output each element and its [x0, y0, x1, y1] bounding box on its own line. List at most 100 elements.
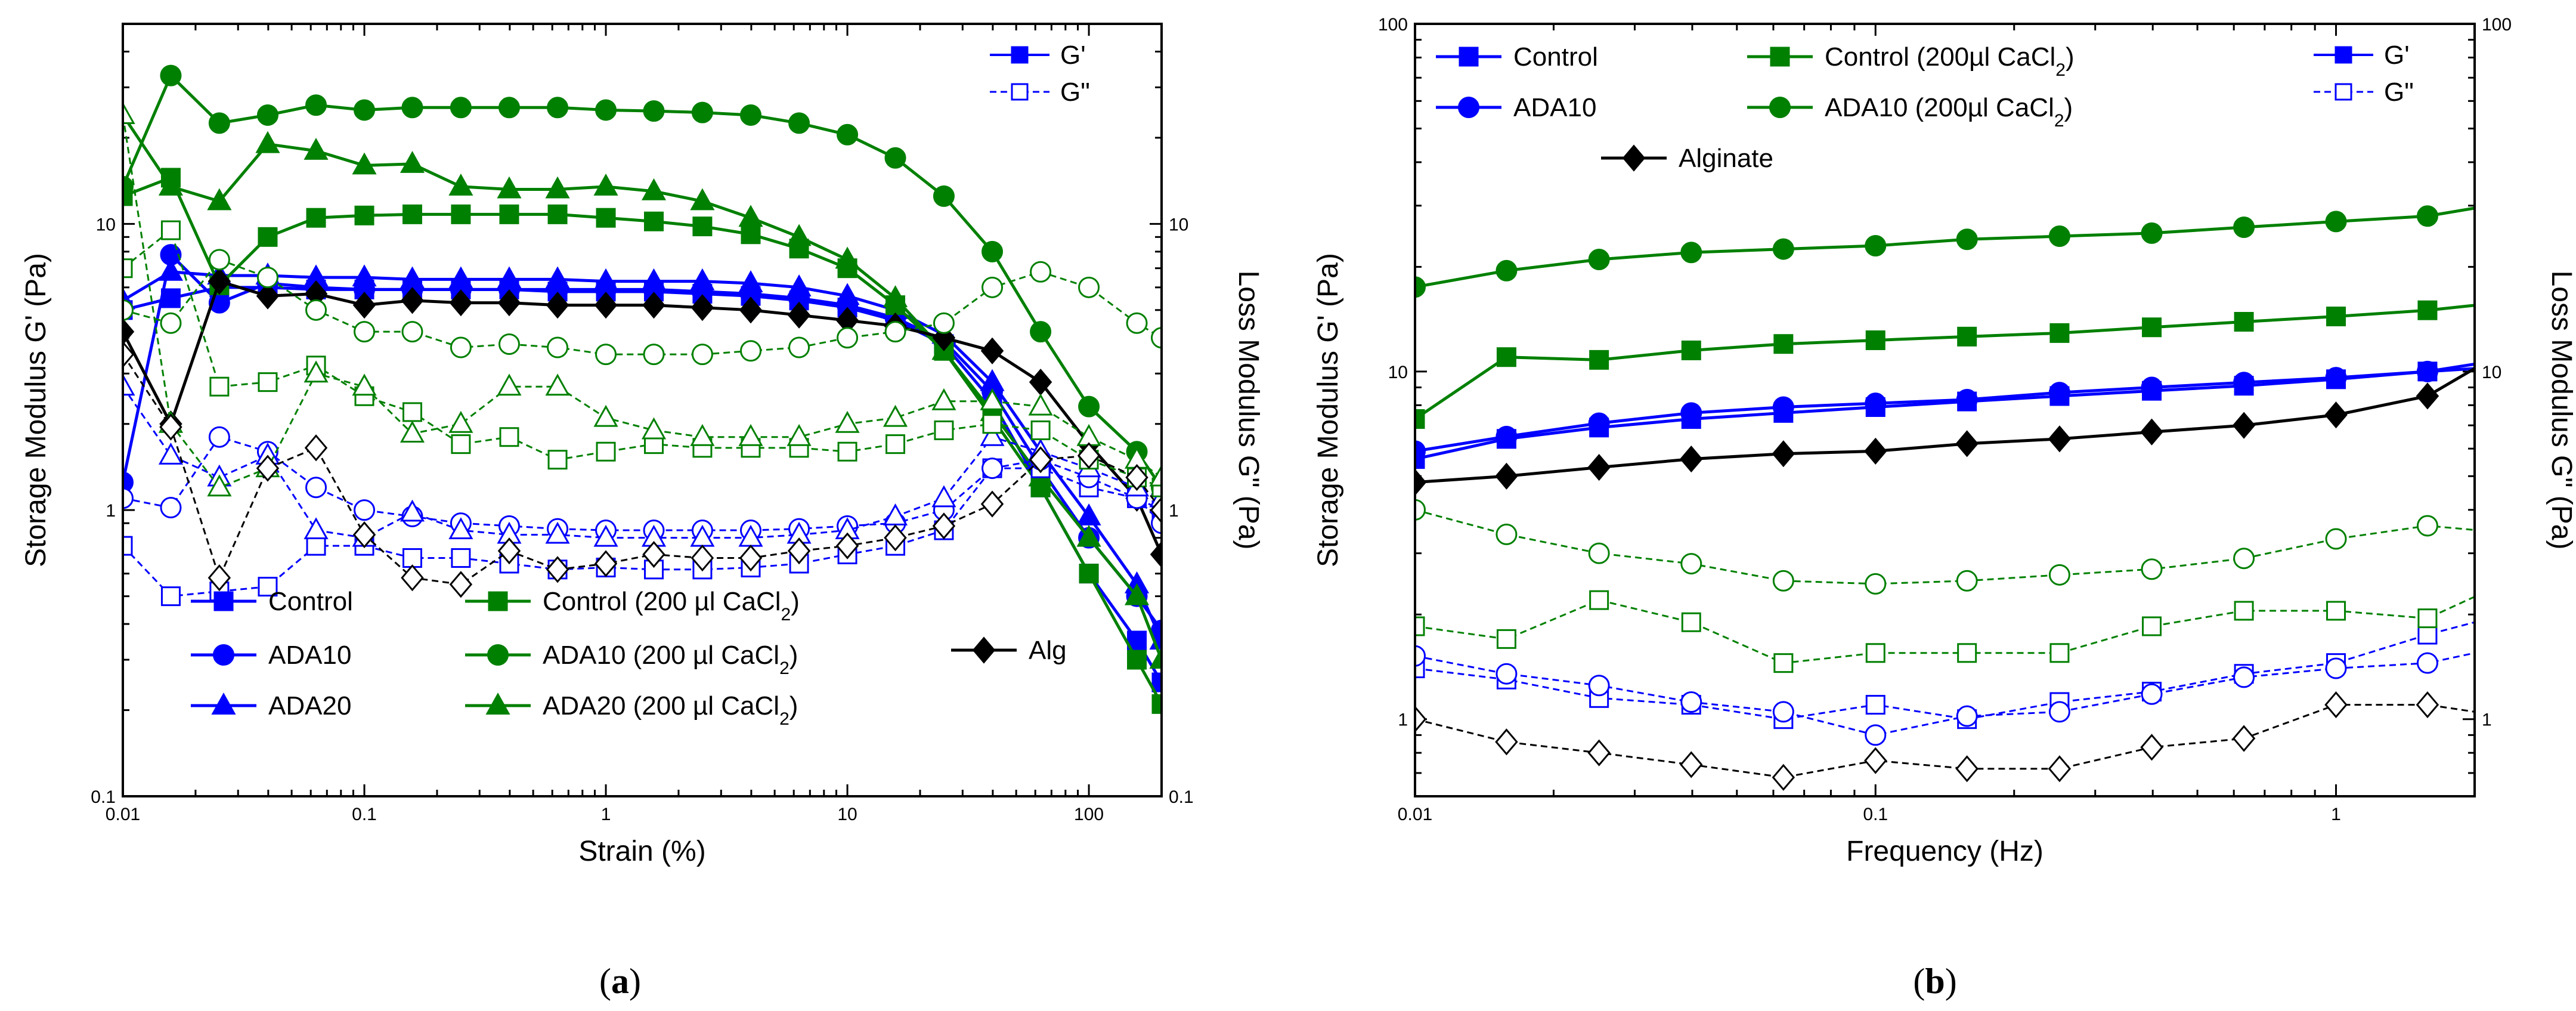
data-point-ada10-200-l-cacl-g	[691, 101, 713, 123]
data-point-control-200-l-cacl-g	[2234, 601, 2254, 621]
data-point-ada10-200-l-cacl-g	[2325, 528, 2347, 550]
plot-frame	[1414, 23, 2476, 797]
data-point-alg-g	[594, 550, 618, 577]
data-point-alginate-g	[1772, 763, 1795, 791]
data-point-alg-g	[787, 537, 811, 565]
data-point-alg-g	[546, 292, 569, 319]
data-point-alginate-g	[2140, 418, 2163, 446]
modulus-legend-solid-marker	[2334, 46, 2352, 64]
data-point-ada20-200-l-cacl-g	[593, 404, 618, 427]
x-tick-label: 0.1	[1863, 805, 1888, 824]
series-line-ada20-g	[123, 270, 1162, 641]
data-point-ada10-200-l-cacl-g	[982, 276, 1004, 298]
data-point-ada10-200-l-cacl-g	[123, 175, 134, 197]
data-point-alginate-g	[1587, 739, 1611, 766]
data-point-control-200-l-cacl-g	[2326, 307, 2346, 327]
legend-label: Control	[1513, 42, 1598, 72]
data-point-ada10-200-l-cacl-g	[1956, 570, 1978, 592]
data-point-ada10-200-l-cacl-g	[595, 99, 617, 121]
plot-frame	[122, 23, 1163, 797]
legend-item-ada20-200-l-cacl: ADA20 (200 µl CaCl2)	[465, 691, 798, 729]
series-line-ada10-200-l-cacl-g	[1415, 206, 2475, 289]
data-point-ada10-200-l-cacl-g	[2048, 564, 2070, 586]
data-point-ada20-200-l-cacl-g	[123, 102, 135, 124]
data-point-control-200-l-cacl-g	[499, 204, 519, 224]
data-point-alginate-g	[2416, 382, 2439, 410]
data-point-control-200-l-cacl-g	[2049, 323, 2070, 343]
series-line-control-g	[123, 467, 1162, 598]
data-point-alg-g	[352, 521, 376, 549]
data-point-ada10-200-l-cacl-g	[354, 99, 376, 121]
series-line-ada10-g	[123, 435, 1162, 531]
data-point-ada20-g	[448, 266, 473, 289]
legend-item-control-200-l-cacl: Control (200 µl CaCl2)	[465, 587, 800, 624]
data-point-ada10-200-l-cacl-g	[256, 104, 278, 126]
data-point-ada10-200-l-cacl-g	[837, 123, 859, 146]
data-point-control-200-l-cacl-g	[1589, 350, 1609, 370]
data-point-alg-g	[449, 289, 473, 317]
data-point-control-200-l-cacl-g	[2049, 643, 2070, 663]
data-point-ada20-200-l-cacl-g	[1124, 583, 1150, 605]
data-point-ada20-g	[593, 524, 618, 547]
data-point-ada20-g	[1149, 627, 1162, 650]
data-point-control-200-l-cacl-g	[2417, 608, 2438, 629]
data-point-alginate-g	[2048, 755, 2072, 783]
data-point-control-200-l-cacl-g	[1773, 334, 1794, 354]
data-point-ada10-g	[1588, 675, 1610, 697]
x-tick-label: 1	[601, 805, 611, 824]
modulus-legend-dashed-marker	[2334, 83, 2352, 101]
data-point-ada10-200-l-cacl-g	[160, 64, 182, 86]
data-point-control-200-l-cacl-g	[1957, 643, 1977, 663]
data-point-alg-g	[739, 296, 763, 324]
data-point-control-200-l-cacl-g	[982, 414, 1002, 434]
data-point-ada20-g	[158, 443, 184, 465]
data-point-ada10-g	[123, 487, 134, 509]
legend-item-ada10-200-l-cacl: ADA10 (200 µl CaCl2)	[465, 641, 798, 678]
data-point-ada10-200-l-cacl-g	[837, 327, 859, 349]
data-point-control-200-l-cacl-g	[886, 434, 906, 455]
data-point-ada20-200-l-cacl-g	[400, 421, 425, 443]
data-point-control-200-l-cacl-g	[1030, 420, 1051, 440]
data-point-ada10-g	[2048, 382, 2070, 404]
y-tick-label: 1	[106, 501, 116, 521]
data-point-ada10-g	[1496, 663, 1518, 685]
data-point-alginate-g	[1680, 751, 1703, 778]
data-point-ada20-g	[980, 423, 1005, 446]
data-point-control-g	[451, 548, 471, 568]
data-point-control-200-l-cacl-g	[160, 220, 181, 240]
data-point-ada20-200-l-cacl-g	[1149, 464, 1162, 487]
data-point-ada20-200-l-cacl-g	[304, 360, 329, 383]
data-point-control-200-l-cacl-g	[402, 402, 422, 422]
data-point-control-g	[1151, 672, 1162, 692]
data-point-control-200-l-cacl-g	[258, 372, 278, 392]
panel-label-b: (b)	[1913, 961, 1956, 1001]
data-point-ada10-200-l-cacl-g	[2141, 558, 2163, 580]
data-point-control-200-l-cacl-g	[596, 441, 616, 462]
data-point-control-200-l-cacl-g	[1415, 409, 1425, 429]
data-point-ada10-200-l-cacl-g	[1588, 542, 1610, 564]
data-point-ada10-200-l-cacl-g	[547, 97, 569, 119]
data-point-control-200-l-cacl-g	[1496, 347, 1516, 367]
data-point-ada10-200-l-cacl-g	[2416, 205, 2438, 227]
data-point-ada10-200-l-cacl-g	[1865, 573, 1887, 595]
data-point-ada10-g	[1772, 396, 1794, 418]
data-point-ada10-g	[1588, 412, 1610, 434]
data-point-alg-g	[739, 544, 763, 572]
x-tick-label: 100	[1074, 805, 1104, 824]
data-point-ada10-200-l-cacl-g	[123, 299, 134, 321]
modulus-legend: G' G"	[2314, 41, 2414, 107]
x-axis-label: Strain (%)	[578, 836, 705, 867]
y-tick-label: 0.1	[91, 787, 116, 807]
data-point-control-g	[306, 536, 326, 556]
data-point-ada10-200-l-cacl-g	[547, 336, 569, 358]
data-point-alg-g	[159, 413, 182, 441]
data-point-ada10-200-l-cacl-g	[498, 97, 520, 119]
data-point-ada20-200-l-cacl-g	[593, 174, 618, 196]
data-point-ada10-200-l-cacl-g	[354, 321, 376, 343]
series-line-ada10-g	[1415, 652, 2475, 736]
data-point-ada10-200-l-cacl-g	[933, 312, 955, 334]
chart-b-frequency-sweep: 0.01 0.1 1 1 10 100 1 10 100 Frequency (Hz) Storag…	[1312, 15, 2576, 867]
data-point-control-200-l-cacl-g	[1681, 340, 1701, 360]
data-point-ada10-g	[1956, 705, 1978, 727]
data-point-ada20-g	[738, 270, 763, 292]
